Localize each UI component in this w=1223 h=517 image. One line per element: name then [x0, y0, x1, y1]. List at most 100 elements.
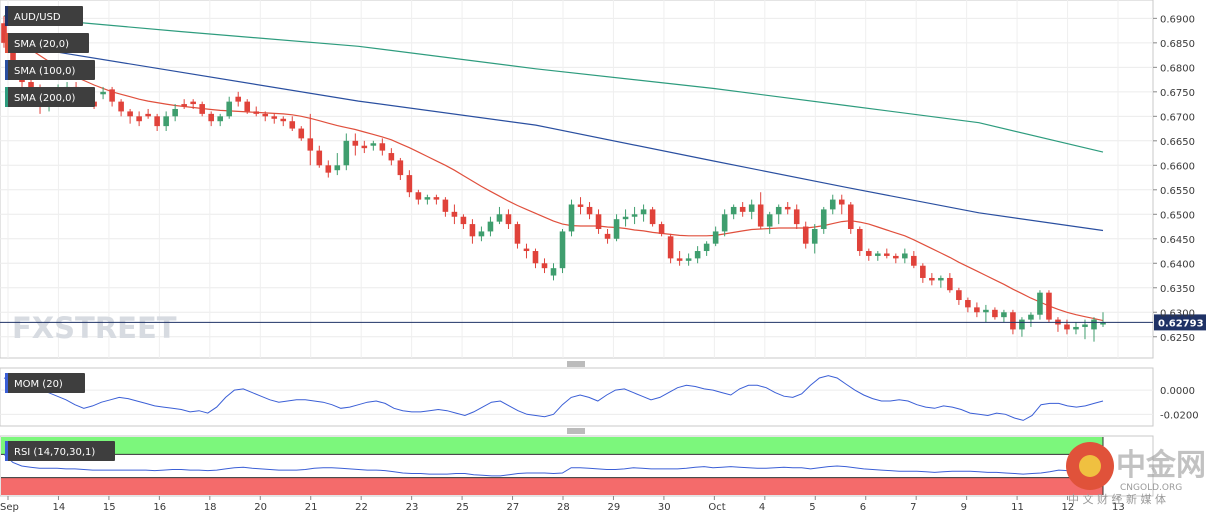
price-tick-label: 0.6300: [1160, 308, 1195, 319]
legend-mom-label: MOM (20): [14, 379, 63, 390]
candle-body: [361, 145, 368, 149]
candle-body: [10, 42, 16, 70]
candle-body: [920, 265, 926, 278]
momentum-panel[interactable]: [0, 367, 1154, 427]
candle-body: [199, 104, 205, 114]
candle-body: [965, 300, 971, 308]
cngold-subtitle: 中 文 财 经 新 媒 体: [1068, 492, 1166, 506]
candle-body: [568, 204, 575, 232]
rsi-overbought-zone: [1, 437, 1103, 455]
candle-body: [938, 277, 944, 281]
mom-tick-label: -0.0200: [1160, 410, 1199, 421]
mom-line: [3, 375, 1104, 421]
date-tick-label: Oct: [708, 502, 725, 513]
candle-body: [893, 255, 899, 259]
candle-body: [433, 197, 440, 200]
candle-body: [586, 206, 593, 215]
price-tick-label: 0.6750: [1160, 88, 1195, 99]
candle-body: [1046, 292, 1052, 320]
price-tick-label: 0.6600: [1160, 161, 1195, 172]
legend-rsi-label: RSI (14,70,30,1): [14, 447, 95, 458]
watermark: FXSTREET: [12, 311, 177, 345]
candle-body: [748, 204, 755, 212]
legend-sma200-label: SMA (200,0): [14, 93, 76, 104]
price-tick-label: 0.6250: [1160, 333, 1195, 344]
candle-body: [478, 231, 485, 237]
candle-body: [217, 116, 223, 122]
candle-body: [127, 111, 133, 117]
date-tick-label: 28: [557, 502, 570, 513]
candle-body: [793, 209, 800, 225]
candle-body: [613, 219, 620, 239]
candle-body: [983, 309, 989, 313]
date-tick-label: 4: [759, 502, 765, 513]
candle-body: [496, 214, 503, 222]
legend-symbol[interactable]: AUD/USD: [5, 6, 83, 26]
candle-body: [325, 165, 332, 173]
candle-body: [28, 82, 34, 92]
candle-body: [676, 258, 683, 261]
candle-body: [757, 204, 764, 227]
candle-body: [343, 140, 350, 166]
candle-body: [307, 138, 314, 151]
date-tick-label: 13: [1112, 502, 1125, 513]
date-tick-label: 25: [456, 502, 469, 513]
candle-body: [262, 113, 269, 117]
candle-body: [1073, 326, 1079, 330]
date-tick-label: 23: [406, 502, 419, 513]
candle-body: [253, 111, 260, 114]
candle-body: [766, 214, 773, 227]
price-tick-label: 0.6350: [1160, 284, 1195, 295]
panel-splitter-1[interactable]: [567, 361, 585, 367]
date-tick-label: 7: [910, 502, 916, 513]
candle-body: [334, 165, 341, 171]
date-axis: Sep 14 15 16 18 20 21 22 23 25 27 28 29 30 Oct 4 5 6 7 9 11 1…: [0, 495, 1153, 513]
legend-sma20[interactable]: SMA (20,0): [5, 33, 89, 53]
candle-body: [911, 255, 917, 266]
candle-body: [703, 243, 710, 252]
candle-body: [802, 226, 809, 244]
legend-sma100[interactable]: SMA (100,0): [5, 60, 95, 80]
candle-body: [974, 307, 980, 313]
candle-body: [1082, 324, 1088, 327]
candle-body: [865, 251, 872, 256]
candle-body: [847, 204, 854, 229]
candle-body: [856, 228, 863, 252]
date-tick-label: 20: [254, 502, 267, 513]
date-tick-label: 22: [355, 502, 368, 513]
candle-body: [469, 224, 476, 237]
date-tick-label: 5: [809, 502, 815, 513]
legend-sma200[interactable]: SMA (200,0): [5, 87, 95, 107]
candle-body: [1010, 312, 1016, 330]
moving-averages: [3, 15, 1104, 322]
momentum-indicator: 0.0000 -0.0200: [0, 375, 1199, 421]
date-tick-label: 18: [204, 502, 217, 513]
candle-body: [947, 277, 953, 291]
candle-body: [532, 251, 539, 264]
last-price-line: 0.62793: [0, 314, 1206, 331]
price-tick-label: 0.6800: [1160, 63, 1195, 74]
price-panel[interactable]: [0, 0, 1154, 359]
candle-body: [929, 277, 935, 281]
candle-body: [631, 214, 638, 217]
price-tick-label: 0.6550: [1160, 186, 1195, 197]
candle-body: [406, 175, 413, 193]
panel-splitter-2[interactable]: [567, 428, 585, 434]
candle-body: [649, 209, 656, 225]
price-tick-label: 0.6850: [1160, 39, 1195, 50]
mom-tick-label: 0.0000: [1160, 386, 1195, 397]
last-price-tag: [1154, 314, 1206, 331]
date-tick-label: 12: [1062, 502, 1075, 513]
candle-body: [190, 101, 196, 105]
candle-body: [712, 231, 719, 244]
candle-body: [136, 116, 142, 122]
candle-body: [523, 248, 530, 252]
legend-rsi[interactable]: RSI (14,70,30,1): [5, 441, 115, 461]
candle-body: [775, 206, 782, 215]
legend-mom[interactable]: MOM (20): [5, 373, 85, 393]
candle-body: [685, 258, 692, 261]
candle-body: [956, 290, 962, 301]
candle-body: [622, 216, 629, 220]
candle-body: [1091, 319, 1097, 330]
